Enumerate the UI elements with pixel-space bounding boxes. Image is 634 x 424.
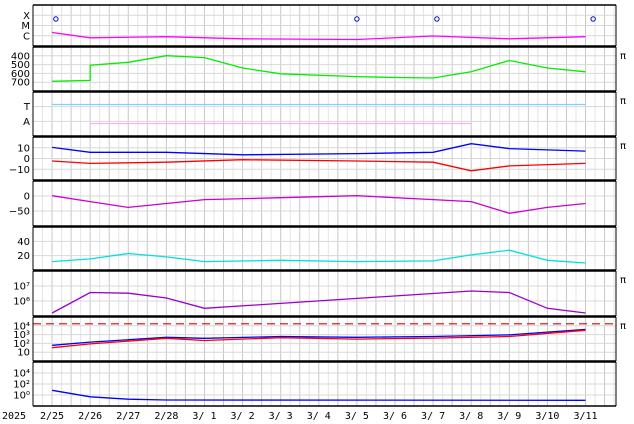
x-year-label: 2025 (2, 411, 26, 422)
panel-right-label: π (620, 275, 626, 286)
series-line (52, 55, 586, 82)
x-tick-label: 3/ 2 (231, 411, 255, 422)
x-tick-label: 3/ 7 (421, 411, 445, 422)
x-tick-labels: 2025 2/25 2/26 2/27 2/28 3/ 1 3/ 2 3/ 3 3/ 4 3/ … (2, 411, 598, 422)
series-line (52, 249, 586, 264)
series-line (52, 328, 586, 346)
y-tick-label: T (23, 102, 31, 113)
series-lines (33, 16, 616, 401)
y-tick-label: C (23, 31, 30, 42)
y-tick-label: X (23, 11, 30, 22)
event-marker (53, 16, 59, 22)
panel-right-label: π (620, 51, 626, 62)
y-tick-label: 10³ (13, 330, 30, 341)
x-tick-label: 2/28 (154, 411, 178, 422)
x-tick-label: 3/10 (535, 411, 559, 422)
x-tick-label: 3/ 5 (345, 411, 369, 422)
y-tick-label: 40 (17, 237, 30, 248)
panel-right-label: π (620, 96, 626, 107)
event-marker (354, 16, 360, 22)
x-tick-label: 2/26 (78, 411, 102, 422)
series-line (51, 290, 586, 314)
y-tick-label: 700 (11, 78, 30, 89)
x-tick-label: 3/ 3 (269, 411, 293, 422)
y-tick-label: 10 (17, 348, 30, 359)
y-tick-label: 10⁴ (13, 369, 30, 380)
y-tick-label: 20 (17, 251, 30, 262)
series-line (51, 389, 586, 401)
panel-right-label: π (620, 141, 626, 152)
y-tick-label: 10⁷ (13, 282, 30, 293)
event-marker (590, 16, 596, 22)
x-tick-label: 3/ 8 (459, 411, 483, 422)
series-line (52, 31, 586, 41)
series-line (52, 329, 586, 349)
x-tick-label: 3/ 9 (497, 411, 521, 422)
y-tick-label: 0 (24, 192, 30, 203)
series-line (52, 143, 586, 156)
series-line (52, 159, 586, 172)
y-tick-label: 500 (11, 60, 30, 71)
x-tick-label: 3/ 4 (307, 411, 331, 422)
y-tick-label: 400 (11, 51, 30, 62)
y-tick-label: 10² (13, 339, 30, 350)
x-tick-label: 3/ 1 (192, 411, 216, 422)
event-marker (434, 16, 440, 22)
y-tick-label: M (21, 21, 30, 32)
y-tick-label: 10⁶ (13, 297, 30, 308)
panel-frames (32, 4, 617, 407)
y-tick-label: −10 (9, 165, 30, 176)
y-tick-label: 600 (11, 69, 30, 80)
x-tick-label: 2/25 (40, 411, 64, 422)
x-tick-label: 2/27 (116, 411, 140, 422)
y-tick-label: A (23, 117, 30, 128)
y-tick-label: 10⁴ (13, 321, 30, 332)
panel-right-label: π (620, 321, 626, 332)
y-tick-label: 0 (24, 154, 30, 165)
y-tick-label: −50 (9, 207, 30, 218)
grid-lines (32, 5, 616, 406)
y-tick-label: 10² (13, 380, 30, 391)
y-tick-labels: XMC400500600700πTAπ100−10π0−50402010⁷10⁶… (9, 11, 626, 402)
series-line (52, 195, 586, 214)
y-tick-label: 10 (17, 143, 30, 154)
x-tick-label: 3/11 (573, 411, 597, 422)
x-tick-label: 3/ 6 (383, 411, 407, 422)
y-tick-label: 10⁰ (13, 391, 30, 402)
